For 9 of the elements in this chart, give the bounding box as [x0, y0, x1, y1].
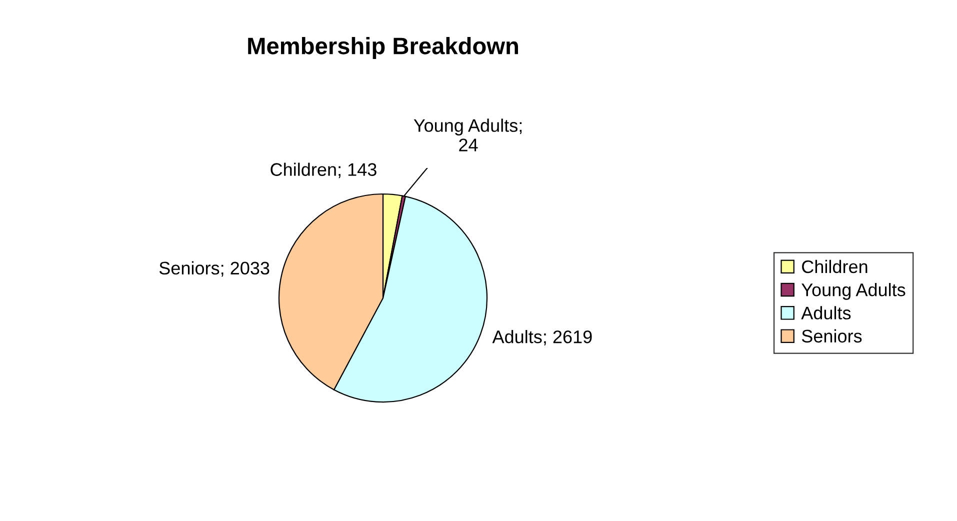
data-label: Children; 143: [270, 162, 376, 178]
chart-title: Membership Breakdown: [248, 36, 518, 60]
legend-label: Seniors: [802, 329, 862, 343]
legend-label: Young Adults: [802, 283, 906, 300]
data-label: Adults; 2619: [492, 330, 592, 346]
legend-label: Adults: [801, 306, 851, 320]
legend-label: Children: [802, 260, 868, 274]
data-label: Seniors; 2033: [159, 261, 270, 277]
data-label: Young Adults; 24: [414, 118, 522, 152]
